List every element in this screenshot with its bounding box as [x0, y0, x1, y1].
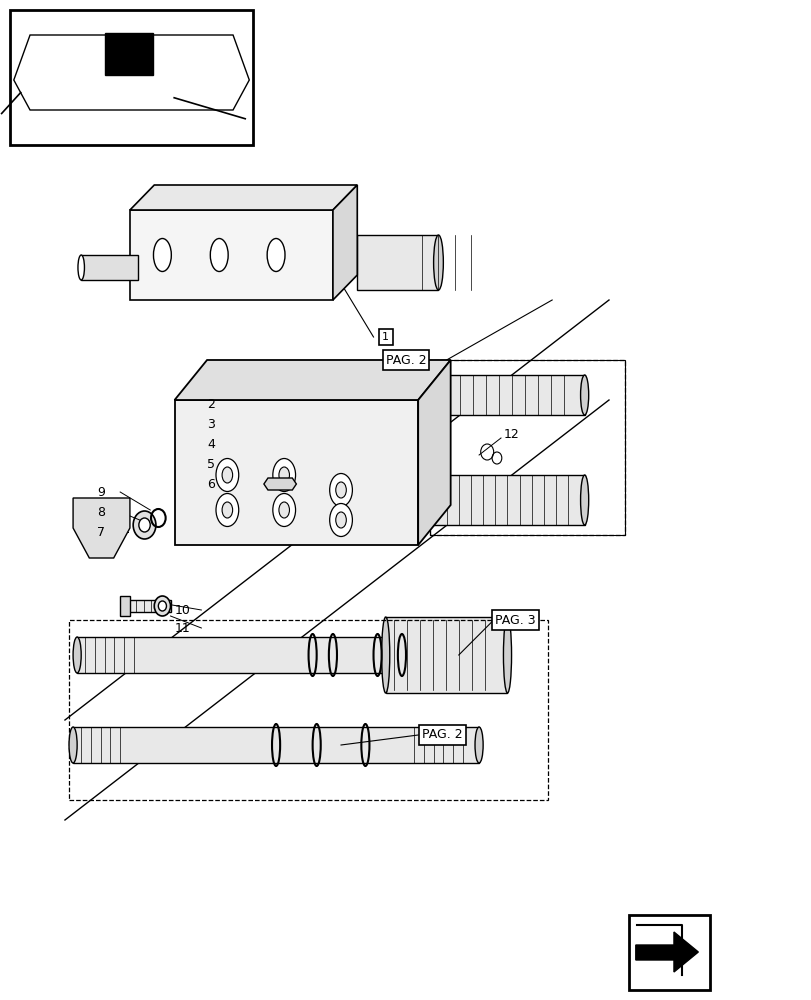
Polygon shape — [333, 185, 357, 300]
Ellipse shape — [69, 727, 77, 763]
Ellipse shape — [268, 388, 291, 406]
Ellipse shape — [278, 467, 289, 483]
Bar — [81, 255, 138, 280]
Ellipse shape — [433, 235, 443, 290]
Text: PAG. 2: PAG. 2 — [385, 354, 426, 366]
Ellipse shape — [381, 617, 389, 693]
Text: 11: 11 — [174, 621, 190, 635]
Ellipse shape — [78, 255, 84, 280]
Ellipse shape — [474, 727, 483, 763]
Ellipse shape — [139, 518, 150, 532]
Circle shape — [112, 503, 128, 523]
Text: 8: 8 — [97, 506, 105, 518]
Text: 6: 6 — [207, 479, 215, 491]
Bar — [126, 600, 170, 612]
Ellipse shape — [335, 512, 346, 528]
Ellipse shape — [418, 475, 426, 525]
Bar — [430, 360, 624, 535]
Ellipse shape — [267, 238, 285, 271]
Ellipse shape — [158, 601, 166, 611]
Bar — [438, 375, 584, 415]
Bar — [73, 727, 478, 763]
Bar — [268, 382, 291, 397]
Ellipse shape — [268, 373, 291, 391]
Text: 4: 4 — [207, 438, 215, 452]
Text: 2: 2 — [207, 398, 215, 412]
Ellipse shape — [329, 474, 352, 506]
Bar — [69, 620, 547, 800]
Ellipse shape — [434, 375, 442, 415]
Ellipse shape — [210, 238, 228, 271]
Ellipse shape — [222, 467, 232, 483]
Bar — [385, 617, 507, 693]
Ellipse shape — [268, 455, 292, 465]
Bar — [105, 33, 153, 75]
Ellipse shape — [273, 457, 285, 463]
Bar — [10, 10, 253, 145]
Ellipse shape — [503, 617, 511, 693]
Ellipse shape — [272, 493, 295, 526]
Ellipse shape — [335, 482, 346, 498]
Polygon shape — [14, 35, 249, 110]
Text: PAG. 3: PAG. 3 — [495, 613, 535, 626]
Bar — [174, 400, 418, 545]
Ellipse shape — [278, 502, 289, 518]
Ellipse shape — [580, 475, 588, 525]
Bar — [422, 475, 584, 525]
Circle shape — [92, 516, 111, 540]
Bar — [430, 360, 624, 535]
Polygon shape — [635, 932, 697, 972]
Text: 7: 7 — [97, 526, 105, 538]
Ellipse shape — [580, 375, 588, 415]
Polygon shape — [264, 478, 296, 490]
Ellipse shape — [216, 493, 238, 526]
Text: 12: 12 — [503, 428, 518, 442]
Polygon shape — [73, 498, 130, 558]
Ellipse shape — [329, 504, 352, 536]
Ellipse shape — [153, 238, 171, 271]
Ellipse shape — [222, 502, 232, 518]
Ellipse shape — [73, 637, 81, 673]
Text: 3: 3 — [207, 418, 215, 432]
Ellipse shape — [154, 596, 170, 616]
Text: 5: 5 — [207, 458, 215, 472]
Polygon shape — [130, 185, 357, 210]
Ellipse shape — [133, 511, 156, 539]
Text: 1: 1 — [382, 332, 388, 342]
Polygon shape — [174, 360, 450, 400]
Bar — [629, 915, 710, 990]
Ellipse shape — [216, 458, 238, 491]
Bar — [357, 235, 438, 290]
Text: 10: 10 — [174, 603, 191, 616]
Bar — [120, 596, 130, 616]
Text: PAG. 2: PAG. 2 — [422, 728, 462, 742]
Polygon shape — [418, 360, 450, 545]
Bar — [130, 210, 333, 300]
Ellipse shape — [272, 458, 295, 491]
Bar — [77, 637, 499, 673]
Text: 9: 9 — [97, 486, 105, 498]
Ellipse shape — [495, 637, 503, 673]
